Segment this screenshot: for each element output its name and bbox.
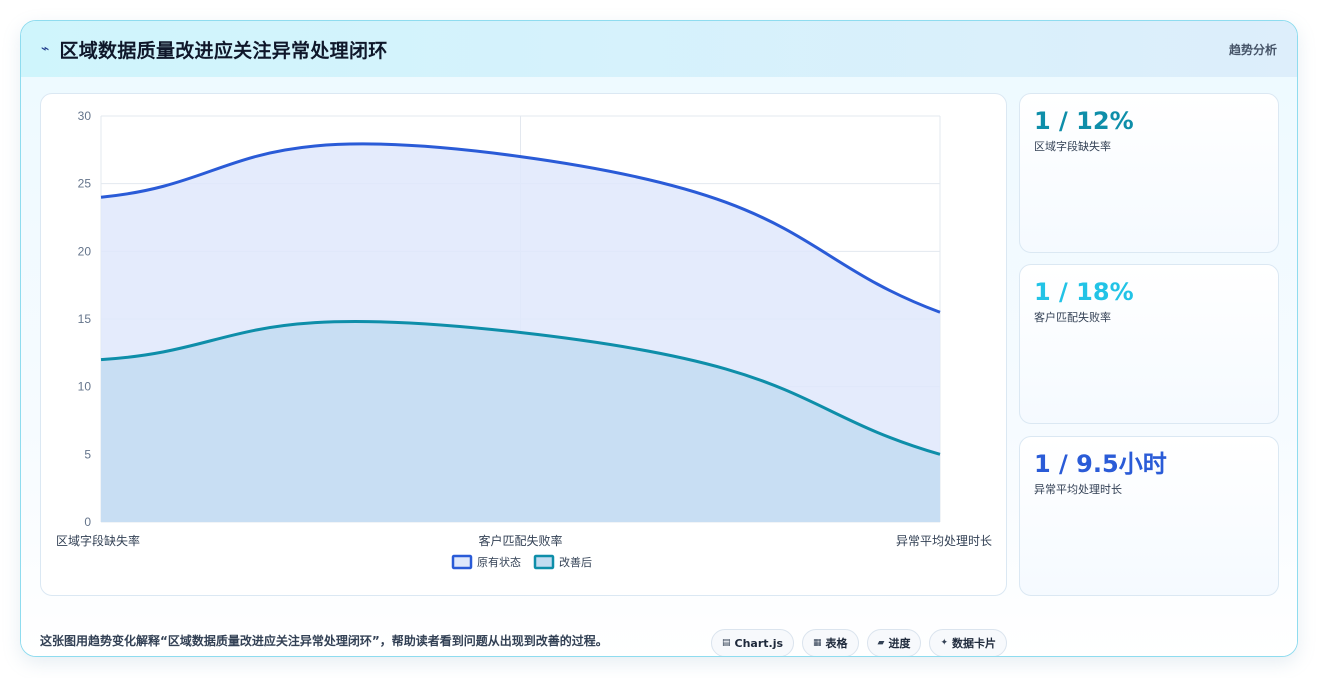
card-body: 0 5 10 15 20 25 30 区域字段缺失率 客户匹配失败率 异常平均处理时长 原有状态 改善…	[21, 77, 1297, 656]
chart-icon: ▤	[721, 638, 731, 648]
tag-label: 进度	[888, 637, 911, 650]
tag-label: 表格	[825, 637, 848, 650]
tag-progress[interactable]: ▰ 进度	[866, 629, 922, 656]
stat-value: 1 / 12%	[1034, 107, 1134, 135]
page-title: 区域数据质量改进应关注异常处理闭环	[59, 39, 388, 62]
y-tick-label: 15	[78, 312, 92, 326]
legend-swatch	[451, 554, 473, 570]
y-tick-label: 5	[84, 447, 91, 461]
card-header: ⌁ 区域数据质量改进应关注异常处理闭环 趋势分析	[21, 21, 1297, 77]
x-tick-label: 客户匹配失败率	[478, 533, 562, 548]
tag-label: 数据卡片	[952, 637, 996, 650]
x-tick-label: 区域字段缺失率	[56, 533, 140, 548]
y-tick-label: 10	[78, 380, 92, 394]
stat-label: 客户匹配失败率	[1034, 311, 1111, 324]
stat-label: 异常平均处理时长	[1034, 483, 1122, 496]
footer-tags: ▤ Chart.js ▦ 表格 ▰ 进度 ✦ 数据卡片	[710, 629, 1007, 656]
trend-analysis-link[interactable]: 趋势分析	[1228, 42, 1277, 57]
trend-icon: ⌁	[41, 41, 50, 57]
legend-label: 原有状态	[477, 555, 521, 569]
x-tick-label: 异常平均处理时长	[896, 534, 992, 548]
stat-card-field-missing: 1 / 12% 区域字段缺失率	[1019, 93, 1279, 253]
y-tick-label: 0	[84, 515, 91, 529]
chart-description: 这张图用趋势变化解释“区域数据质量改进应关注异常处理闭环”，帮助读者看到问题从出…	[40, 634, 608, 648]
legend-swatch	[533, 554, 555, 570]
chart-card: ⌁ 区域数据质量改进应关注异常处理闭环 趋势分析 0 5 10 15 20 25 30 区域字…	[20, 20, 1298, 657]
stat-value: 1 / 9.5小时	[1034, 450, 1167, 478]
stat-label: 区域字段缺失率	[1034, 140, 1111, 153]
series-line-0	[100, 142, 941, 314]
chart-panel: 0 5 10 15 20 25 30 区域字段缺失率 客户匹配失败率 异常平均处理时长原有状态 改善…	[40, 93, 1007, 596]
y-tick-label: 25	[78, 177, 92, 191]
tag-label: Chart.js	[734, 636, 784, 650]
stat-card-match-fail: 1 / 18% 客户匹配失败率	[1019, 264, 1279, 424]
y-tick-label: 20	[78, 244, 92, 258]
tag-data-cards[interactable]: ✦ 数据卡片	[929, 629, 1007, 656]
stat-card-handle-time: 1 / 9.5小时 异常平均处理时长	[1019, 436, 1279, 596]
legend-label: 改善后	[559, 555, 592, 569]
table-icon: ▦	[813, 638, 822, 648]
series-line-1	[100, 319, 941, 456]
progress-icon: ▰	[877, 638, 885, 648]
stat-value: 1 / 18%	[1034, 278, 1134, 306]
sparkle-icon: ✦	[940, 638, 948, 648]
tag-table[interactable]: ▦ 表格	[802, 629, 859, 656]
tag-chartjs[interactable]: ▤ Chart.js	[710, 629, 795, 656]
y-tick-label: 30	[78, 109, 92, 123]
title-wrap: ⌁ 区域数据质量改进应关注异常处理闭环	[41, 36, 388, 63]
